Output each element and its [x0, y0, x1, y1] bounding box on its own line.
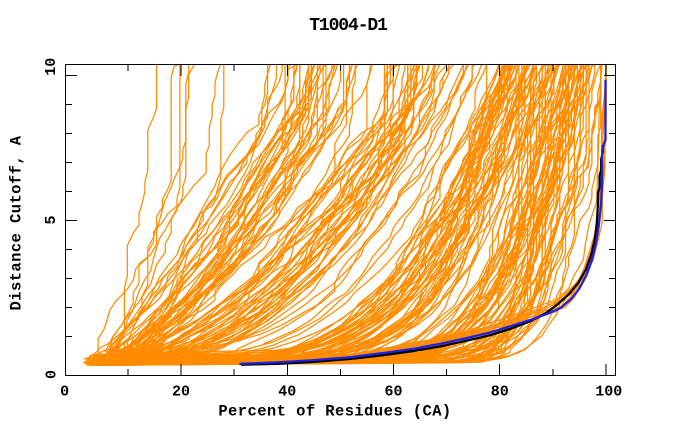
- svg-text:100: 100: [595, 384, 622, 401]
- svg-text:10: 10: [43, 58, 60, 76]
- svg-text:5: 5: [43, 215, 60, 224]
- svg-text:80: 80: [491, 384, 509, 401]
- svg-text:Distance Cutoff, A: Distance Cutoff, A: [8, 135, 26, 310]
- svg-text:40: 40: [278, 384, 296, 401]
- svg-text:0: 0: [43, 370, 60, 379]
- svg-text:60: 60: [384, 384, 402, 401]
- svg-text:20: 20: [172, 384, 190, 401]
- svg-text:0: 0: [60, 384, 69, 401]
- svg-text:T1004-D1: T1004-D1: [309, 16, 388, 36]
- svg-text:Percent of Residues (CA): Percent of Residues (CA): [218, 402, 451, 420]
